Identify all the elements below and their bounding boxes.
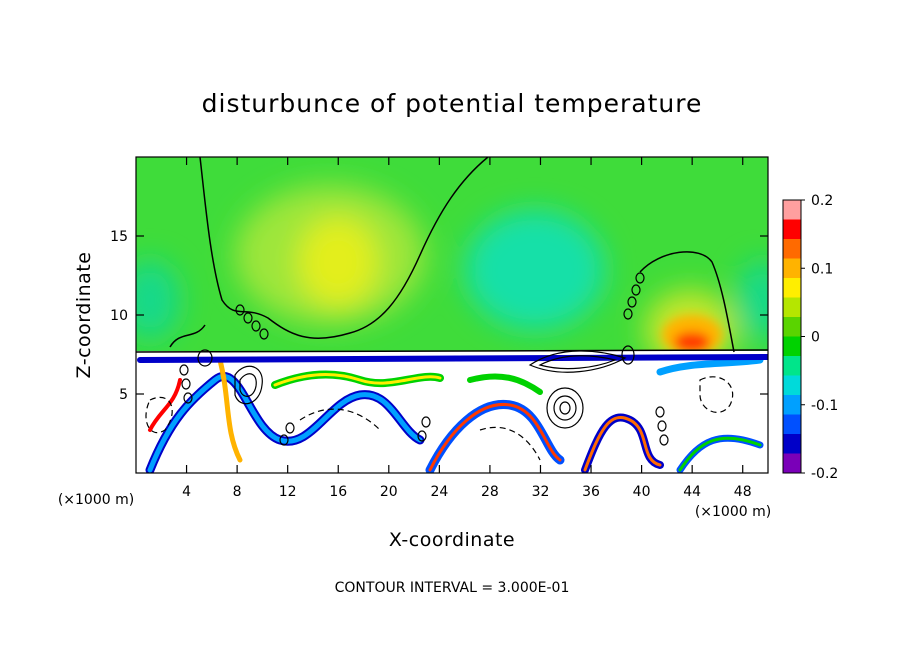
colorbar-swatch	[783, 200, 801, 220]
x-tick-label: 28	[481, 484, 499, 500]
colorbar-swatch	[783, 336, 801, 357]
axis-ticks	[136, 157, 768, 473]
colorbar-tick-labels: 0.2 0.1 0 -0.1 -0.2	[811, 193, 838, 482]
warm-dome-core	[662, 315, 722, 355]
x-tick-label: 40	[633, 484, 651, 500]
x-tick-label: 20	[380, 484, 398, 500]
y-tick-labels: 5 10 15	[110, 229, 128, 403]
colorbar-swatch	[783, 395, 801, 415]
cool-zone-left-edge	[136, 260, 180, 340]
x-tick-label: 32	[532, 484, 550, 500]
plot-area	[136, 157, 768, 473]
colorbar-swatch	[783, 219, 801, 240]
zero-contour-lines	[136, 157, 768, 353]
x-unit-label-right: (×1000 m)	[695, 504, 771, 520]
colorbar-swatch	[783, 414, 801, 435]
colorbar-tick-label: 0	[811, 330, 820, 346]
colorbar-swatch	[783, 434, 801, 454]
x-tick-labels: 4 8 12 16 20 24 28 32 36 40 44 48	[182, 484, 752, 500]
x-tick-label: 44	[683, 484, 701, 500]
colorbar-tick-label: 0.1	[811, 261, 833, 277]
colorbar	[782, 199, 805, 474]
colorbar-swatch	[783, 356, 801, 376]
mixing-layer-eddies	[145, 350, 734, 461]
x-tick-label: 4	[182, 484, 191, 500]
cool-zone-center	[465, 210, 605, 330]
x-tick-label: 36	[582, 484, 600, 500]
colorbar-swatch	[783, 278, 801, 298]
colorbar-swatch	[783, 453, 801, 474]
colorbar-swatch	[783, 258, 801, 279]
x-tick-label: 24	[430, 484, 448, 500]
colorbar-swatch	[783, 239, 801, 259]
y-tick-label: 5	[119, 387, 128, 403]
x-unit-label-left: (×1000 m)	[58, 492, 134, 508]
x-tick-label: 8	[233, 484, 242, 500]
contour-interval-note: CONTOUR INTERVAL = 3.000E-01	[335, 580, 570, 596]
colorbar-swatch	[783, 297, 801, 318]
x-tick-label: 12	[279, 484, 297, 500]
y-tick-label: 10	[110, 308, 128, 324]
colorbar-tick-label: -0.1	[811, 398, 838, 414]
y-axis-title: Z-coordinate	[73, 252, 95, 379]
cool-zone-right-edge	[737, 260, 768, 340]
colorbar-tick-label: 0.2	[811, 193, 833, 209]
chart-title: disturbunce of potential temperature	[202, 89, 703, 118]
warm-core-left	[298, 217, 378, 307]
x-axis-title: X-coordinate	[389, 529, 515, 551]
zero-contour-beads	[179, 272, 669, 446]
colorbar-swatch	[783, 317, 801, 337]
x-tick-label: 16	[329, 484, 347, 500]
x-tick-label: 48	[734, 484, 752, 500]
colorbar-tick-label: -0.2	[811, 466, 838, 482]
colorbar-swatch	[783, 375, 801, 396]
y-tick-label: 15	[110, 229, 128, 245]
